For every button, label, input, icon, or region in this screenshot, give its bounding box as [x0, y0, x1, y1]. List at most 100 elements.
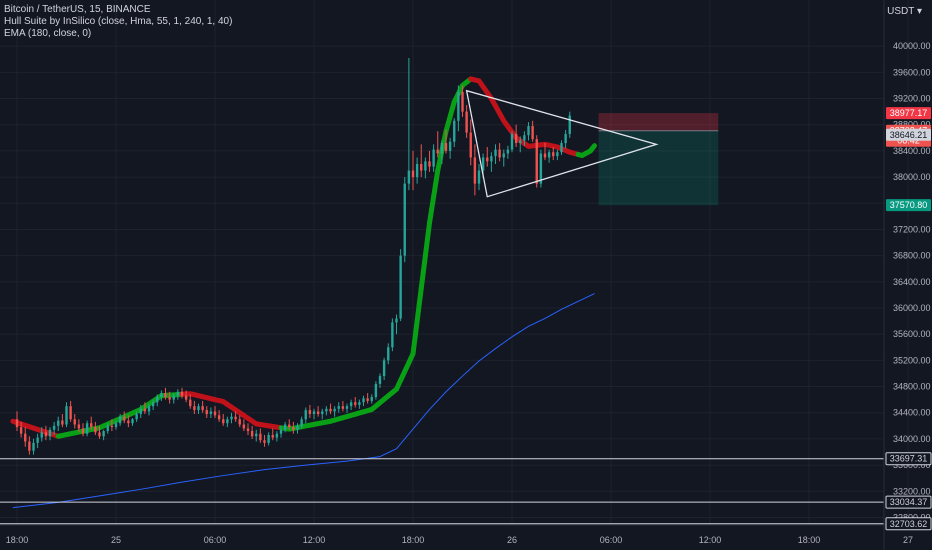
candle-body [440, 143, 444, 154]
candle-body [469, 132, 472, 158]
price-tick-label: 36400.00 [893, 277, 931, 287]
candle-body [110, 425, 114, 428]
price-tick-label: 39600.00 [893, 67, 931, 77]
time-tick-label: 27 [903, 535, 913, 545]
candle-body [255, 433, 258, 437]
candle-body [57, 420, 60, 426]
price-tick-label: 34400.00 [893, 408, 931, 418]
candle-body [378, 376, 382, 384]
price-tick-label: 36800.00 [893, 251, 931, 261]
currency-selector[interactable]: USDT ▾ [887, 6, 922, 17]
stop-loss-zone[interactable] [598, 113, 719, 131]
candle-body [15, 419, 19, 428]
candle-body [98, 432, 101, 437]
candle-body [242, 424, 246, 429]
candle-body [304, 410, 307, 420]
candle-body [448, 141, 452, 151]
candle-body [514, 133, 518, 144]
candle-body [226, 419, 229, 424]
price-tick-label: 38000.00 [893, 172, 931, 182]
price-axis[interactable]: 40000.0039600.0039200.0038800.0038400.00… [883, 0, 931, 550]
candle-body [465, 111, 468, 133]
candle-body [564, 133, 567, 144]
candle-body [81, 428, 85, 434]
candle-body [164, 393, 167, 398]
candle-body [415, 164, 419, 178]
hull-suite-legend[interactable]: Hull Suite by InSilico (close, Hma, 55, … [4, 16, 233, 27]
hull-segment [424, 220, 432, 242]
symbol-title[interactable]: Bitcoin / TetherUS, 15, BINANCE [4, 4, 151, 15]
candle-body [374, 383, 378, 398]
candle-body [288, 424, 291, 428]
candle-body [135, 414, 138, 420]
candle-body [473, 157, 477, 184]
candle-body [519, 140, 522, 144]
candle-body [197, 406, 200, 411]
candle-body [189, 399, 192, 407]
candle-body [531, 126, 534, 140]
candle-body [432, 149, 435, 167]
candle-body [395, 318, 398, 323]
ema-legend[interactable]: EMA (180, close, 0) [4, 28, 92, 39]
price-tag-background [885, 452, 932, 466]
candle-body [209, 411, 213, 415]
price-tick-label: 36000.00 [893, 303, 931, 313]
candle-body [498, 149, 501, 158]
chart-legend: Bitcoin / TetherUS, 15, BINANCE Hull Sui… [4, 4, 232, 40]
chevron-down-icon: ▾ [916, 6, 922, 17]
time-tick-label: 12:00 [699, 535, 722, 545]
candle-body [222, 419, 225, 424]
time-tick-label: 18:00 [798, 535, 821, 545]
candle-body [568, 115, 571, 134]
candle-body [90, 423, 93, 428]
candle-body [151, 402, 155, 407]
candle-body [539, 153, 543, 184]
candle-body [24, 433, 27, 442]
hull-segment [418, 269, 426, 291]
candle-body [131, 419, 134, 424]
horizontal-lines[interactable] [0, 458, 884, 525]
candle-body [490, 156, 493, 162]
candle-body [341, 406, 345, 409]
take-profit-zone[interactable] [598, 130, 719, 206]
candle-body [424, 161, 427, 171]
candle-body [411, 170, 415, 178]
candle-body [428, 161, 431, 167]
price-tag-label: 33697.31 [890, 454, 928, 464]
candle-body [527, 126, 530, 136]
candle-body [345, 406, 349, 409]
candle-body [271, 434, 274, 438]
triangle-drawing[interactable] [465, 89, 659, 198]
triangle-shape[interactable] [465, 89, 659, 198]
long-short-position-box[interactable] [598, 113, 719, 206]
candlesticks [15, 57, 571, 455]
candle-body [143, 408, 147, 412]
price-tag-label: 33034.37 [890, 497, 928, 507]
candle-body [283, 424, 287, 430]
currency-label: USDT [887, 6, 915, 17]
candle-body [85, 423, 89, 434]
price-tag-background [885, 517, 932, 531]
candle-body [19, 427, 23, 434]
hull-segment [412, 318, 420, 340]
candle-body [362, 398, 365, 403]
candle-body [102, 431, 105, 437]
candle-body [238, 419, 241, 425]
candle-body [139, 408, 142, 415]
candle-body [77, 424, 81, 429]
candle-body [556, 152, 559, 157]
candle-body [329, 408, 332, 412]
candle-body [321, 411, 324, 415]
candle-body [160, 393, 163, 398]
candle-body [399, 255, 402, 319]
candle-body [127, 420, 130, 424]
candle-body [436, 149, 439, 154]
candle-body [168, 397, 171, 400]
time-axis[interactable]: 18:00 25 06:00 12:00 18:00 26 06:00 12:00 18:00 2… [0, 524, 932, 545]
candle-body [366, 398, 369, 401]
candle-body [40, 432, 43, 438]
hull-segment [589, 143, 597, 151]
candle-body [201, 406, 204, 411]
candle-body [246, 428, 250, 432]
